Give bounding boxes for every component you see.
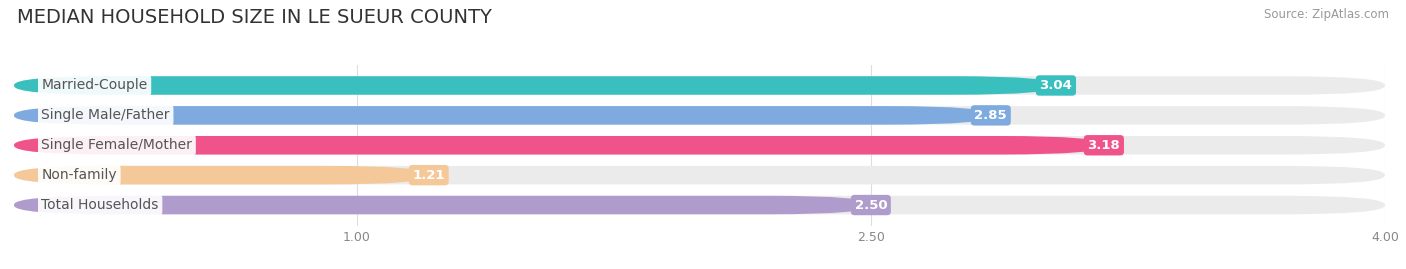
Text: MEDIAN HOUSEHOLD SIZE IN LE SUEUR COUNTY: MEDIAN HOUSEHOLD SIZE IN LE SUEUR COUNTY [17, 8, 492, 27]
Text: Single Male/Father: Single Male/Father [42, 108, 170, 122]
FancyBboxPatch shape [14, 166, 429, 185]
FancyBboxPatch shape [14, 106, 991, 125]
FancyBboxPatch shape [14, 76, 1385, 95]
Text: Married-Couple: Married-Couple [42, 79, 148, 93]
Text: Single Female/Mother: Single Female/Mother [42, 138, 193, 152]
FancyBboxPatch shape [14, 196, 1385, 214]
FancyBboxPatch shape [14, 76, 1056, 95]
Text: 2.85: 2.85 [974, 109, 1007, 122]
Text: 3.04: 3.04 [1039, 79, 1073, 92]
Text: Total Households: Total Households [42, 198, 159, 212]
FancyBboxPatch shape [14, 106, 1385, 125]
Text: Source: ZipAtlas.com: Source: ZipAtlas.com [1264, 8, 1389, 21]
Text: 1.21: 1.21 [412, 169, 444, 182]
Text: 2.50: 2.50 [855, 199, 887, 211]
FancyBboxPatch shape [14, 136, 1104, 154]
FancyBboxPatch shape [14, 196, 870, 214]
Text: Non-family: Non-family [42, 168, 117, 182]
FancyBboxPatch shape [14, 166, 1385, 185]
FancyBboxPatch shape [14, 136, 1385, 154]
Text: 3.18: 3.18 [1087, 139, 1121, 152]
